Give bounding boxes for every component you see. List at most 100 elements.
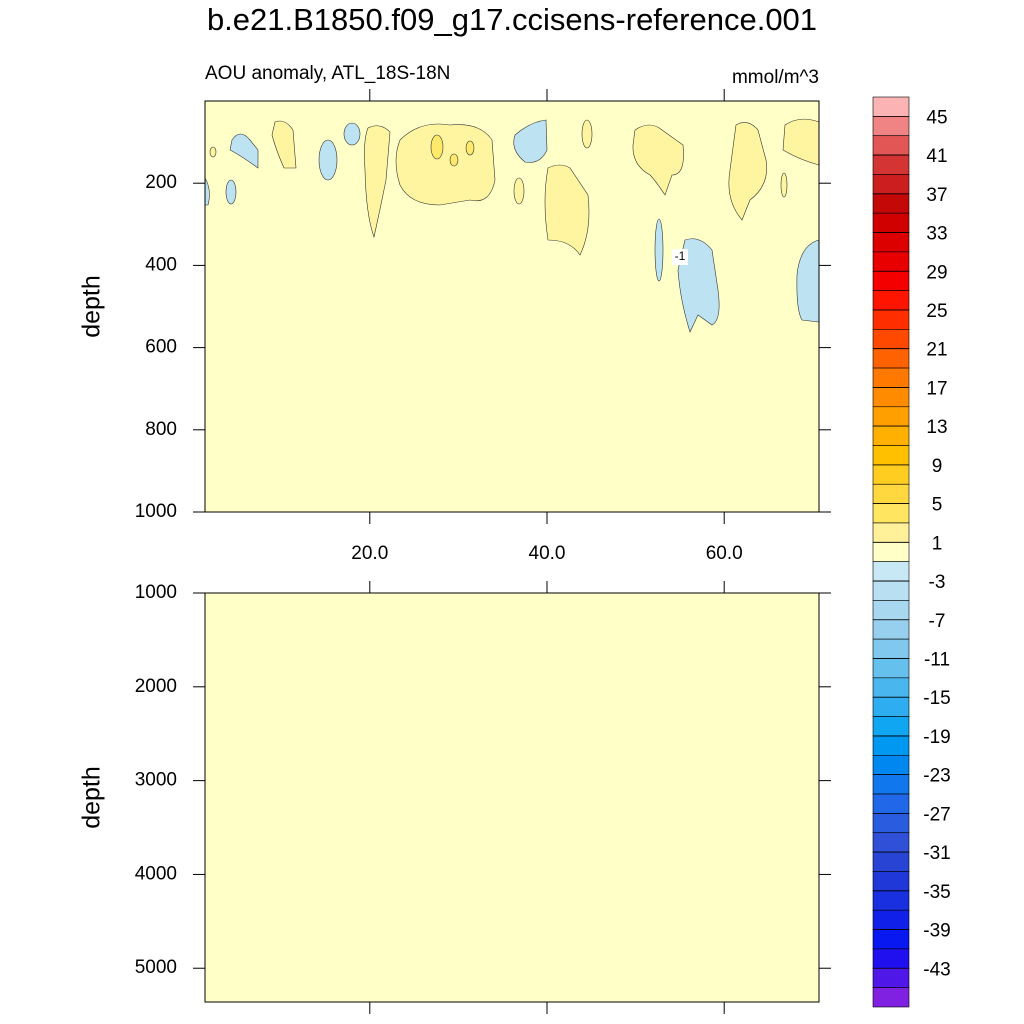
plot-frame <box>204 592 820 1003</box>
colorbar-box <box>872 890 910 911</box>
colorbar-label: 13 <box>926 417 947 438</box>
colorbar-label: -7 <box>929 611 946 632</box>
colorbar-box <box>872 309 910 330</box>
colorbar-label: -11 <box>924 650 950 671</box>
y-tick-label: 800 <box>145 419 177 440</box>
colorbar-label: 25 <box>926 301 947 322</box>
contour-region <box>209 146 217 158</box>
colorbar-label: -31 <box>923 843 950 864</box>
contour-region <box>581 119 593 149</box>
colorbar-box <box>872 619 910 640</box>
colorbar-box <box>872 948 910 969</box>
contour-region <box>544 164 590 256</box>
chart-title: b.e21.B1850.f09_g17.ccisens-reference.00… <box>207 2 817 37</box>
contour-region <box>318 139 338 181</box>
contour-region <box>271 120 297 169</box>
contour-region <box>728 122 767 221</box>
contour-region <box>395 123 496 206</box>
contour-region <box>204 176 210 206</box>
contour-region <box>513 119 548 163</box>
colorbar-label: -43 <box>923 959 950 980</box>
colorbar-box <box>872 522 910 543</box>
colorbar-box <box>872 425 910 446</box>
colorbar-box <box>872 987 910 1008</box>
colorbar-label: -35 <box>923 882 950 903</box>
contour-region <box>654 218 664 282</box>
colorbar-box <box>872 580 910 601</box>
y-tick-label: 400 <box>145 254 177 275</box>
colorbar-box <box>872 600 910 621</box>
colorbar-box <box>872 154 910 175</box>
colorbar-box <box>872 483 910 504</box>
contour-region <box>449 153 459 167</box>
y-axis-label: depth <box>78 766 106 829</box>
colorbar-box <box>872 716 910 737</box>
y-tick-label: 4000 <box>135 863 177 884</box>
colorbar-box <box>872 387 910 408</box>
contour-label: -1 <box>675 249 686 263</box>
colorbar-box <box>872 774 910 795</box>
subtitle-right: mmol/m^3 <box>732 67 819 88</box>
colorbar-label: -27 <box>923 804 950 825</box>
contour-region <box>796 239 820 323</box>
colorbar-box <box>872 116 910 137</box>
colorbar-box <box>872 193 910 214</box>
contour-label-box <box>672 249 688 265</box>
contour-region <box>430 134 444 160</box>
y-axis-label: depth <box>78 275 106 338</box>
colorbar-box <box>872 406 910 427</box>
colorbar-label: 29 <box>926 262 947 283</box>
contour-region <box>229 133 259 169</box>
colorbar-box <box>872 542 910 562</box>
contour-region <box>677 238 720 333</box>
colorbar-box <box>872 658 910 679</box>
y-tick-label: 2000 <box>135 676 177 697</box>
x-tick-label: 40.0 <box>529 543 566 564</box>
y-tick-label: 5000 <box>135 957 177 978</box>
plot-area <box>205 593 819 1002</box>
contour-region <box>225 179 237 205</box>
contour-region <box>780 172 788 198</box>
colorbar-label: 37 <box>926 185 947 206</box>
contour-region <box>343 122 361 146</box>
panel-bottom <box>205 593 819 1002</box>
colorbar-box <box>872 251 910 272</box>
colorbar-box <box>872 677 910 698</box>
colorbar-label: -19 <box>923 727 950 748</box>
colorbar-box <box>872 503 910 524</box>
colorbar-box <box>872 561 910 582</box>
colorbar-label: -39 <box>923 921 950 942</box>
colorbar-label: 9 <box>932 456 943 477</box>
panel-top <box>205 101 819 512</box>
colorbar-box <box>872 464 910 485</box>
contour-region <box>465 140 475 156</box>
colorbar-box <box>872 329 910 350</box>
y-tick-label: 1000 <box>135 501 177 522</box>
colorbar-box <box>872 929 910 950</box>
colorbar-label: 5 <box>932 495 943 516</box>
contour-regions: -1 <box>204 118 820 333</box>
x-tick-label: 20.0 <box>351 543 388 564</box>
colorbar-box <box>872 270 910 291</box>
colorbar-box <box>872 96 910 117</box>
y-tick-label: 1000 <box>135 582 177 603</box>
colorbar-box <box>872 445 910 466</box>
colorbar-box <box>872 135 910 156</box>
plot-frame <box>204 100 820 513</box>
subtitle-left: AOU anomaly, ATL_18S-18N <box>205 63 450 84</box>
colorbar-label: 33 <box>926 224 947 245</box>
colorbar-box <box>872 232 910 253</box>
contour-region <box>513 177 525 205</box>
colorbar-label: -15 <box>923 688 950 709</box>
colorbar-label: -23 <box>923 766 950 787</box>
colorbar-box <box>872 967 910 988</box>
colorbar-label: 45 <box>926 107 947 128</box>
colorbar-box <box>872 367 910 388</box>
colorbar-box <box>872 813 910 834</box>
colorbar-box <box>872 290 910 311</box>
colorbar-label: -3 <box>929 572 946 593</box>
colorbar-box <box>872 754 910 775</box>
colorbar: 45 41 37 33 29 25 21 17 13 9 5 1 -3 -7 -11 -15 -19 -23 -27… <box>872 96 951 1008</box>
y-tick-label: 200 <box>145 172 177 193</box>
